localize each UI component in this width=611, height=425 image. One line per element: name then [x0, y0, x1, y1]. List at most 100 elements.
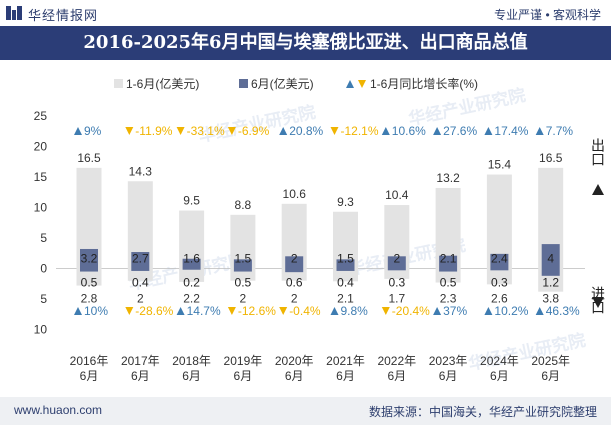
growth-export-up-triangle	[535, 127, 544, 135]
y-tick-label: 15	[34, 170, 48, 184]
growth-export-down-triangle	[227, 127, 236, 135]
growth-export-up-triangle	[279, 127, 288, 135]
growth-import-up-triangle	[330, 307, 339, 315]
export-arrow-icon	[592, 184, 604, 195]
growth-import-up-triangle	[484, 307, 493, 315]
bar-import-month	[490, 268, 509, 271]
label-export-month: 2	[291, 252, 298, 266]
data-labels: 16.5 3.2 0.5 2.8 14.3 2.7 0.4 2 9.5 1.6 0.2 2.2 8.8 1…	[77, 151, 562, 306]
bar-import-month	[131, 268, 150, 271]
label-export-cumulative: 16.5	[539, 151, 563, 165]
logo-icon	[6, 6, 22, 20]
growth-import-label: -12.6%	[238, 304, 276, 318]
growth-import-label: 37%	[443, 304, 467, 318]
label-export-month: 4	[547, 252, 554, 266]
chart-title: 2016-2025年6月中国与埃塞俄比亚进、出口商品总值	[0, 26, 611, 60]
bar-export-month	[233, 259, 252, 269]
bar-export-cumulative	[486, 174, 512, 269]
label-export-month: 2	[393, 252, 400, 266]
label-import-cumulative: 2.6	[491, 292, 508, 306]
growth-export-down-triangle	[330, 127, 339, 135]
data-source: 数据来源：中国海关，华经产业研究院整理	[368, 405, 597, 419]
growth-import-up-triangle	[535, 307, 544, 315]
bar-export-month	[80, 248, 98, 269]
tagline: 专业严谨 • 客观科学	[494, 8, 601, 22]
y-tick-label: 5	[40, 292, 47, 306]
bar-import-cumulative	[76, 268, 102, 286]
y-tick-label: 10	[34, 201, 48, 215]
bar-import-cumulative	[384, 268, 410, 279]
side-labels: 出口 进口	[590, 138, 606, 314]
growth-export-up-triangle	[433, 127, 442, 135]
growth-export-up-triangle	[74, 127, 82, 135]
label-import-cumulative: 3.8	[542, 292, 559, 306]
bar-import-cumulative	[127, 268, 153, 281]
x-tick-label: 2024年 6月	[480, 354, 519, 383]
label-export-cumulative: 16.5	[77, 151, 101, 165]
growth-import-down-triangle	[279, 307, 288, 315]
y-tick-label: 5	[40, 231, 47, 245]
legend: 1-6月(亿美元) 6月(亿美元) 1-6月同比增长率(%)	[114, 76, 478, 91]
label-import-cumulative: 1.7	[388, 292, 405, 306]
growth-import-label: 10.2%	[494, 304, 528, 318]
growth-labels: 9%10%-11.9%-28.6%-33.1%14.7%-6.9%-12.6%2…	[74, 124, 580, 318]
watermark-text: 华经产业研究院	[407, 85, 528, 129]
x-tick-label: 2019年 6月	[224, 354, 263, 383]
bar-export-month	[131, 252, 150, 269]
label-import-cumulative: 2	[240, 292, 247, 306]
growth-import-up-triangle	[433, 307, 442, 315]
label-import-cumulative: 2.1	[337, 292, 354, 306]
header: 华经情报网 专业严谨 • 客观科学	[0, 0, 611, 26]
growth-export-label: -12.1%	[341, 124, 379, 138]
bar-export-month	[387, 256, 406, 269]
label-import-month: 0.5	[81, 276, 98, 290]
growth-export-down-triangle	[125, 127, 134, 135]
bar-import-month	[182, 268, 201, 270]
bar-export-month	[490, 253, 509, 269]
x-tick-label: 2020年 6月	[275, 354, 314, 383]
export-side-label: 出口	[590, 138, 606, 166]
x-tick-label: 2023年 6月	[429, 354, 468, 383]
label-export-month: 2.1	[440, 252, 457, 266]
bar-import-cumulative	[333, 268, 358, 282]
legend-swatch-month	[239, 79, 248, 88]
bar-import-cumulative	[179, 268, 205, 282]
label-import-month: 0.3	[491, 276, 508, 290]
label-import-month: 0.6	[286, 276, 303, 290]
label-export-month: 2.4	[491, 252, 508, 266]
y-tick-label: 20	[34, 140, 48, 154]
bar-export-month	[541, 244, 560, 269]
footer: www.huaon.com 数据来源：中国海关，华经产业研究院整理	[0, 397, 611, 425]
bar-import-month	[387, 268, 406, 271]
bar-import-cumulative	[486, 268, 512, 285]
growth-export-label: 7.7%	[546, 124, 574, 138]
label-export-cumulative: 8.8	[235, 198, 252, 212]
bar-export-month	[285, 256, 304, 269]
growth-export-down-triangle	[176, 127, 185, 135]
label-import-cumulative: 2.3	[440, 292, 457, 306]
bar-export-month	[182, 258, 201, 269]
site-url: www.huaon.com	[14, 403, 103, 417]
label-export-cumulative: 14.3	[129, 164, 153, 178]
legend-up-triangle	[346, 80, 354, 88]
legend-down-triangle	[358, 80, 366, 88]
x-tick-label: 2025年 6月	[531, 354, 570, 383]
bar-export-cumulative	[333, 211, 358, 269]
bar-import-month	[233, 268, 252, 272]
label-import-month: 0.2	[183, 276, 200, 290]
label-import-cumulative: 2.2	[183, 292, 200, 306]
growth-export-label: 20.8%	[289, 124, 323, 138]
growth-import-down-triangle	[227, 307, 236, 315]
y-tick-label: 0	[40, 262, 47, 276]
import-arrow-icon	[592, 297, 604, 308]
growth-export-label: 17.4%	[494, 124, 528, 138]
growth-export-up-triangle	[381, 127, 390, 135]
label-import-month: 0.3	[388, 276, 405, 290]
bar-export-cumulative	[435, 187, 461, 269]
label-export-month: 1.5	[235, 252, 252, 266]
growth-import-down-triangle	[125, 307, 134, 315]
import-side-label: 进口	[590, 286, 606, 314]
label-export-cumulative: 10.4	[385, 188, 409, 202]
x-tick-label: 2021年 6月	[326, 354, 365, 383]
growth-export-label: -6.9%	[238, 124, 270, 138]
